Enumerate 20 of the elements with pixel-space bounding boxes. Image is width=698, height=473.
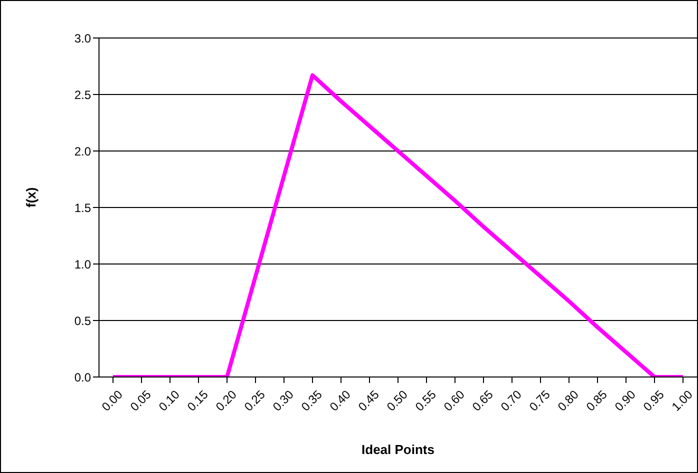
x-tick-label: 0.90 xyxy=(612,387,639,414)
y-tick-label: 3.0 xyxy=(74,31,92,46)
x-tick-label: 0.00 xyxy=(98,387,126,414)
x-tick-label: 0.10 xyxy=(156,387,183,414)
x-tick-label: 0.60 xyxy=(440,387,468,414)
x-tick-label: 0.80 xyxy=(554,387,582,414)
line-series xyxy=(111,73,685,377)
y-tick-label: 2.5 xyxy=(74,88,92,102)
y-tick-label: 0.0 xyxy=(74,370,92,384)
x-tick-label: 0.70 xyxy=(498,387,525,414)
y-tick-label: 0.5 xyxy=(74,314,92,328)
x-tick-label: 0.30 xyxy=(270,387,297,414)
x-tick-label: 0.50 xyxy=(384,387,411,414)
x-tick-label: 0.40 xyxy=(326,387,354,414)
y-tick-label: 2.0 xyxy=(74,144,92,158)
x-axis-title: Ideal Points xyxy=(362,442,434,457)
y-tick-label: 1.5 xyxy=(74,200,92,215)
y-tick-label: 1.0 xyxy=(74,257,92,272)
y-axis-title: f(x) xyxy=(24,187,39,208)
x-tick-label: 0.20 xyxy=(212,387,240,414)
